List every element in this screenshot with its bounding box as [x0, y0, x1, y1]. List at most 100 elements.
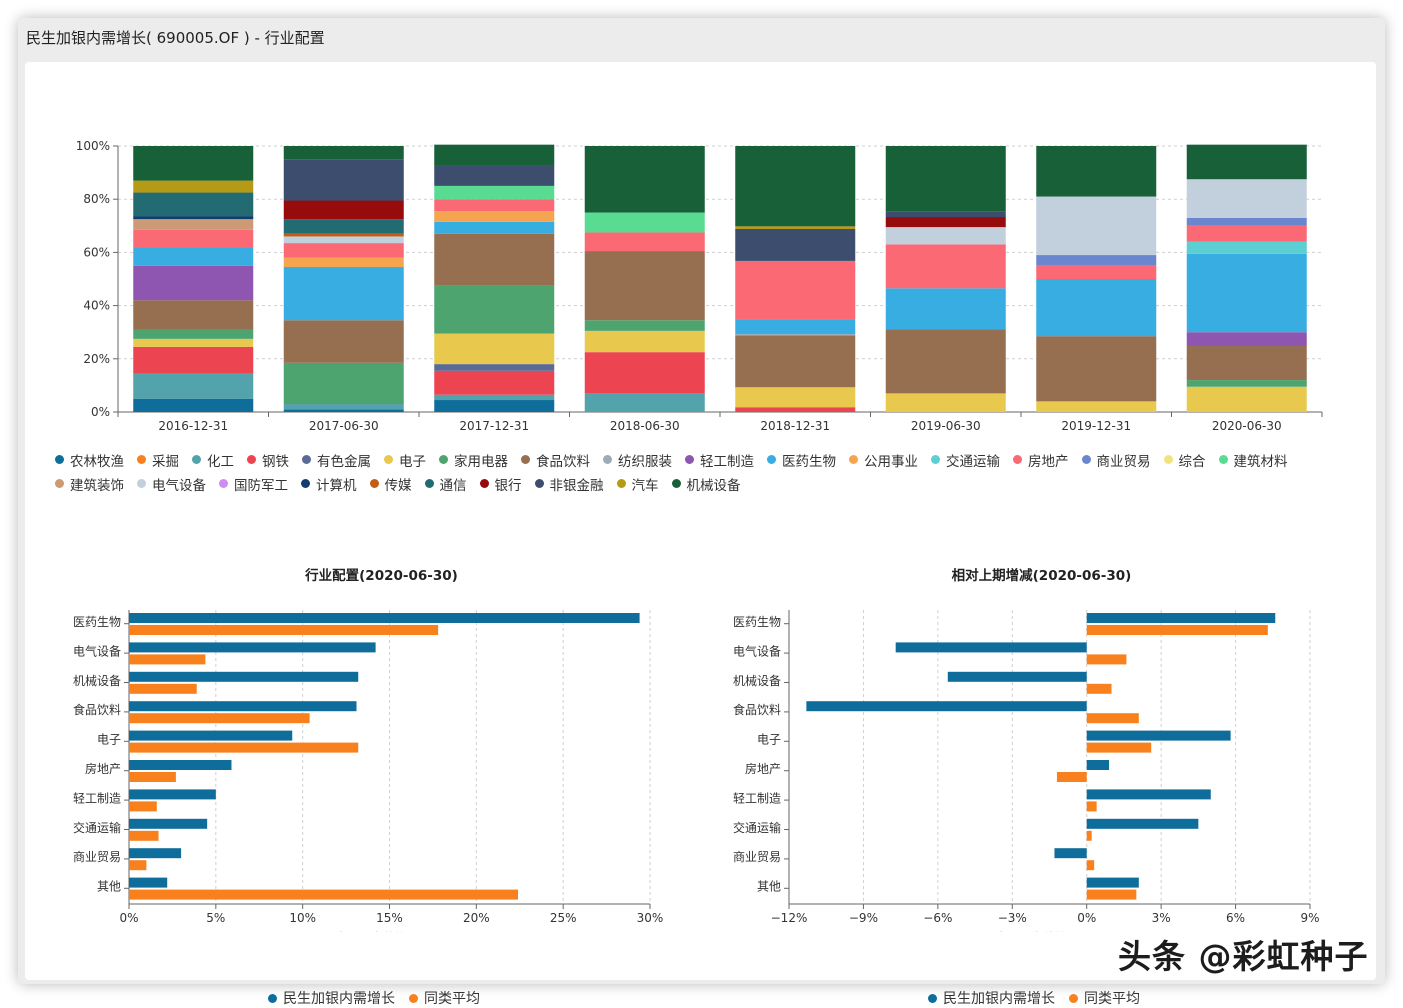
legend-label: 机械设备 [686, 477, 741, 494]
x-tick-label: 20% [463, 911, 490, 925]
stacked-industry-chart: 0% 20% 40% 60% 80% 100% 2016-12-31 2017-06-30 20… [76, 139, 1323, 433]
stack-segment-电气设备 [283, 236, 404, 244]
legend-dot [1013, 455, 1022, 464]
x-tick-label: 0% [119, 911, 138, 925]
legend-label: 汽车 [631, 477, 659, 494]
legend-dot [534, 479, 544, 488]
legend-item-公用事业[interactable]: 公用事业 [849, 450, 918, 470]
y-tick-label: 医药生物 [733, 615, 781, 629]
legend-item-房地产[interactable]: 房地产 [1013, 450, 1069, 470]
legend-item-国防军工[interactable]: 国防军工 [219, 474, 288, 494]
stack-segment-建筑装饰 [133, 219, 254, 230]
stack-segment-非银金融 [434, 165, 555, 186]
legend-item-家用电器[interactable]: 家用电器 [439, 450, 508, 470]
legend-item-计算机[interactable]: 计算机 [301, 474, 357, 494]
stack-segment-非银金融 [283, 159, 404, 201]
legend-dot [521, 455, 530, 464]
stack-segment-机械设备 [1036, 146, 1157, 197]
legend-item-钢铁[interactable]: 钢铁 [247, 450, 289, 470]
stack-segment-电子 [1036, 401, 1157, 412]
y-tick-label: 房地产 [85, 761, 121, 776]
y-tick-label: 机械设备 [733, 673, 781, 688]
industry-allocation-chart: 行业配置(2020-06-30) 0% 5% 10% 15% 20% 25% 30% 占股票市值… [73, 567, 664, 932]
stack-segment-电气设备 [885, 227, 1006, 245]
legend-dot [616, 479, 626, 488]
stack-segment-钢铁 [133, 346, 254, 374]
x-tick-label: 6% [1226, 911, 1245, 925]
stack-segment-房地产 [434, 199, 555, 212]
legend-item-纺织服装[interactable]: 纺织服装 [603, 450, 672, 470]
legend-dot [767, 455, 776, 464]
legend-item-建筑装饰[interactable]: 建筑装饰 [55, 474, 124, 494]
stack-segment-通信 [283, 219, 404, 234]
y-tick-label: 食品饮料 [733, 702, 781, 717]
legend-dot [1163, 455, 1173, 464]
legend-item-peer-average[interactable]: 同类平均 [409, 989, 480, 1008]
x-tick-label: 9% [1300, 911, 1319, 925]
legend-item-机械设备[interactable]: 机械设备 [671, 474, 741, 494]
x-axis-label: 占股票市值比(%) [335, 930, 428, 932]
legend-item-化工[interactable]: 化工 [192, 450, 234, 470]
legend-item-银行[interactable]: 银行 [479, 474, 522, 494]
legend-item-商业贸易[interactable]: 商业贸易 [1081, 450, 1151, 470]
stack-segment-有色金属 [434, 364, 555, 371]
legend-item-有色金属[interactable]: 有色金属 [302, 450, 371, 470]
legend-label: 同类平均 [424, 991, 480, 1007]
legend-dot [685, 455, 694, 464]
bar-同类平均 [1086, 742, 1152, 753]
x-tick-label: 2018-06-30 [610, 419, 680, 433]
stack-segment-医药生物 [434, 221, 555, 234]
legend-dot [247, 455, 256, 464]
watermark: 头条 @彩虹种子 [1118, 937, 1369, 976]
bar-同类平均 [1086, 889, 1137, 900]
legend-item-农林牧渔[interactable]: 农林牧渔 [55, 450, 124, 470]
stack-segment-食品饮料 [283, 320, 404, 363]
legend-item-采掘[interactable]: 采掘 [137, 450, 179, 470]
legend-label: 通信 [439, 477, 467, 494]
legend-dot [931, 455, 940, 464]
bar-民生加银内需增长 [1086, 818, 1199, 829]
bar-民生加银内需增长 [947, 671, 1087, 682]
stack-segment-农林牧渔 [283, 409, 404, 412]
legend-item-fund[interactable]: 民生加银内需增长 [268, 989, 395, 1008]
legend-item-交通运输[interactable]: 交通运输 [931, 450, 1000, 470]
legend-item-电气设备[interactable]: 电气设备 [137, 474, 206, 494]
y-tick-label: 电气设备 [73, 643, 121, 658]
legend-dot [479, 479, 489, 488]
legend-item-peer-average[interactable]: 同类平均 [1069, 989, 1140, 1008]
legend-item-综合[interactable]: 综合 [1163, 450, 1206, 470]
stack-segment-通信 [133, 192, 254, 217]
legend-dot [192, 455, 201, 464]
legend-item-建筑材料[interactable]: 建筑材料 [1218, 450, 1288, 470]
legend-item-轻工制造[interactable]: 轻工制造 [685, 450, 754, 470]
legend-item-非银金融[interactable]: 非银金融 [534, 474, 604, 494]
legend-item-食品饮料[interactable]: 食品饮料 [521, 450, 590, 470]
bar-同类平均 [1056, 772, 1087, 782]
y-tick-label: 60% [83, 245, 110, 259]
stack-segment-机械设备 [885, 146, 1006, 212]
stack-segment-房地产 [133, 229, 254, 248]
bar-民生加银内需增长 [129, 642, 376, 653]
legend-item-汽车[interactable]: 汽车 [616, 474, 659, 494]
legend-item-医药生物[interactable]: 医药生物 [767, 450, 836, 470]
legend-label: 有色金属 [317, 453, 371, 470]
y-tick-label: 轻工制造 [73, 791, 121, 805]
bar-同类平均 [129, 742, 359, 753]
bar-同类平均 [1086, 801, 1097, 812]
x-tick-label: 30% [637, 911, 664, 925]
legend-item-通信[interactable]: 通信 [424, 474, 467, 494]
y-tick-label: 食品饮料 [73, 702, 121, 717]
stack-segment-轻工制造 [1186, 332, 1307, 346]
y-tick-label: 0% [91, 405, 110, 419]
y-tick-label: 交通运输 [73, 820, 121, 835]
y-tick-label: 商业贸易 [73, 849, 121, 864]
legend-item-传媒[interactable]: 传媒 [369, 474, 412, 494]
stack-segment-电子 [434, 333, 555, 365]
stack-segment-食品饮料 [735, 335, 856, 388]
legend-label: 电子 [399, 453, 426, 470]
stack-segment-家用电器 [434, 285, 555, 334]
legend-item-电子[interactable]: 电子 [384, 450, 426, 470]
bar-民生加银内需增长 [1086, 877, 1139, 888]
bar-同类平均 [1086, 683, 1112, 694]
legend-item-fund[interactable]: 民生加银内需增长 [928, 989, 1055, 1008]
